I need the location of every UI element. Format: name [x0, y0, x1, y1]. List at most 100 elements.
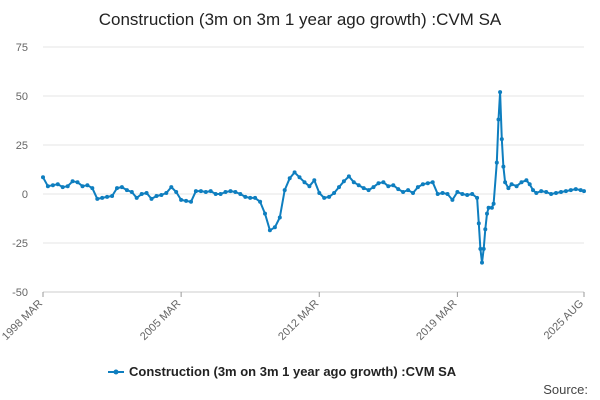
data-point[interactable]	[534, 191, 539, 195]
data-point[interactable]	[95, 196, 100, 201]
data-point[interactable]	[554, 191, 558, 195]
data-point[interactable]	[478, 246, 483, 251]
data-point[interactable]	[85, 183, 90, 188]
data-point[interactable]	[506, 186, 511, 191]
data-point[interactable]	[272, 225, 277, 230]
data-point[interactable]	[198, 189, 203, 194]
data-point[interactable]	[159, 193, 164, 197]
data-point[interactable]	[243, 194, 248, 199]
data-point[interactable]	[139, 192, 144, 196]
data-point[interactable]	[75, 180, 80, 185]
data-point[interactable]	[496, 117, 501, 122]
data-point[interactable]	[440, 191, 445, 195]
legend[interactable]: Construction (3m on 3m 1 year ago growth…	[108, 364, 457, 379]
data-point[interactable]	[248, 195, 253, 200]
data-point[interactable]	[341, 179, 346, 184]
data-point[interactable]	[110, 194, 115, 198]
data-point[interactable]	[258, 199, 263, 204]
data-point[interactable]	[509, 182, 514, 187]
data-point[interactable]	[115, 186, 119, 191]
data-point[interactable]	[503, 180, 508, 185]
data-point[interactable]	[430, 180, 435, 185]
data-point[interactable]	[144, 191, 149, 195]
data-point[interactable]	[514, 184, 519, 189]
data-point[interactable]	[119, 185, 124, 190]
data-point[interactable]	[302, 180, 307, 185]
data-point[interactable]	[317, 191, 322, 195]
data-point[interactable]	[498, 90, 503, 95]
data-point[interactable]	[267, 228, 272, 233]
data-point[interactable]	[228, 189, 233, 194]
data-point[interactable]	[568, 188, 573, 193]
data-point[interactable]	[50, 183, 55, 188]
data-point[interactable]	[391, 183, 396, 188]
data-point[interactable]	[327, 194, 332, 199]
data-point[interactable]	[307, 184, 312, 189]
data-point[interactable]	[445, 192, 450, 196]
data-point[interactable]	[287, 176, 292, 181]
data-point[interactable]	[549, 192, 554, 196]
data-point[interactable]	[164, 191, 169, 195]
data-point[interactable]	[396, 187, 401, 192]
data-point[interactable]	[531, 188, 535, 193]
data-point[interactable]	[415, 185, 420, 190]
data-point[interactable]	[90, 186, 95, 191]
data-point[interactable]	[174, 190, 179, 194]
data-point[interactable]	[371, 185, 376, 190]
data-point[interactable]	[559, 190, 563, 194]
data-point[interactable]	[277, 215, 282, 220]
data-point[interactable]	[420, 182, 425, 187]
data-point[interactable]	[450, 197, 455, 202]
data-point[interactable]	[253, 195, 258, 200]
data-point[interactable]	[193, 189, 198, 194]
data-point[interactable]	[184, 198, 189, 203]
data-point[interactable]	[346, 174, 351, 179]
data-point[interactable]	[218, 192, 223, 196]
data-point[interactable]	[213, 192, 218, 196]
data-point[interactable]	[233, 190, 238, 194]
data-point[interactable]	[65, 184, 70, 189]
data-point[interactable]	[70, 179, 75, 184]
data-point[interactable]	[539, 189, 544, 194]
data-point[interactable]	[332, 191, 337, 195]
data-point[interactable]	[486, 205, 491, 210]
data-point[interactable]	[578, 188, 583, 193]
data-point[interactable]	[494, 160, 499, 165]
data-point[interactable]	[476, 221, 481, 226]
data-point[interactable]	[475, 195, 480, 200]
data-point[interactable]	[223, 190, 228, 194]
data-point[interactable]	[381, 180, 386, 185]
data-point[interactable]	[483, 227, 488, 232]
data-point[interactable]	[60, 185, 65, 190]
data-point[interactable]	[124, 188, 129, 193]
data-point[interactable]	[179, 197, 184, 202]
data-point[interactable]	[489, 205, 494, 210]
data-point[interactable]	[524, 178, 529, 183]
data-point[interactable]	[411, 191, 415, 195]
data-point[interactable]	[351, 180, 356, 185]
data-point[interactable]	[491, 201, 496, 206]
source-label[interactable]: Source:	[543, 382, 588, 397]
data-point[interactable]	[149, 196, 154, 201]
data-point[interactable]	[519, 180, 524, 185]
data-point[interactable]	[80, 184, 85, 189]
data-point[interactable]	[337, 185, 341, 190]
data-point[interactable]	[455, 190, 460, 194]
data-point[interactable]	[189, 199, 193, 204]
data-point[interactable]	[45, 184, 50, 189]
data-point[interactable]	[105, 194, 110, 199]
data-point[interactable]	[481, 246, 486, 251]
data-point[interactable]	[425, 181, 430, 186]
data-point[interactable]	[41, 175, 45, 180]
data-point[interactable]	[356, 183, 361, 188]
data-point[interactable]	[282, 188, 287, 193]
data-point[interactable]	[322, 195, 327, 200]
data-point[interactable]	[386, 184, 391, 189]
data-point[interactable]	[238, 192, 243, 196]
data-point[interactable]	[401, 190, 406, 194]
data-point[interactable]	[154, 194, 159, 198]
data-point[interactable]	[470, 192, 475, 196]
data-point[interactable]	[499, 137, 504, 142]
data-point[interactable]	[544, 190, 549, 194]
data-point[interactable]	[208, 189, 213, 194]
